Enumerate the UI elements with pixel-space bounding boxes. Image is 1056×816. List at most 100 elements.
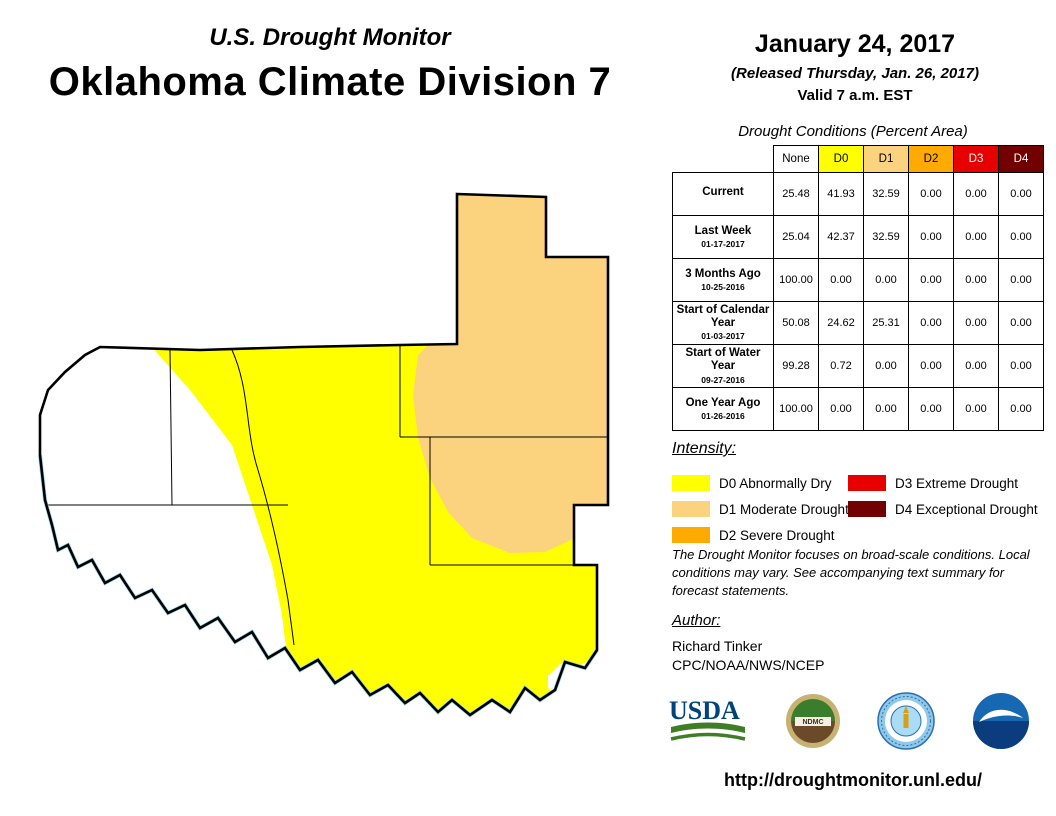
cell-value: 25.48 — [773, 172, 819, 216]
cell-value: 0.00 — [908, 300, 954, 346]
cell-value: 0.00 — [818, 258, 864, 302]
row-label-date: 01-17-2017 — [701, 238, 745, 249]
ndmc-logo-text: NDMC — [802, 719, 823, 726]
usda-fields-icon — [671, 722, 745, 733]
column-header-d4: D4 — [998, 145, 1044, 173]
ndmc-logo: NDMC — [785, 694, 840, 748]
row-label-current: Current — [672, 172, 774, 216]
map-date: January 24, 2017 — [754, 30, 956, 58]
legend-title: Intensity: — [672, 440, 737, 457]
footer-url[interactable]: http://droughtmonitor.unl.edu/ — [724, 770, 982, 790]
row-label-start-calendar-year: Start of Calendar Year 01-03-2017 — [672, 300, 774, 346]
table-row: Current 25.48 41.93 32.59 0.00 0.00 0.00 — [672, 172, 1044, 216]
cell-value: 99.28 — [773, 344, 819, 389]
cell-value: 0.00 — [818, 387, 864, 432]
ndmc-trees-icon — [790, 699, 835, 721]
commerce-torch-icon — [903, 714, 909, 728]
d3-color-swatch — [848, 475, 886, 491]
table-row: One Year Ago 01-26-2016 100.00 0.00 0.00… — [672, 387, 1044, 432]
column-header-d3: D3 — [953, 145, 999, 173]
d4-color-swatch — [848, 501, 886, 517]
column-header-d1: D1 — [863, 145, 909, 173]
cell-value: 0.00 — [908, 387, 954, 432]
division-outline — [38, 192, 610, 717]
legend-item-d2: D2 Severe Drought — [672, 522, 848, 548]
legend-label: D0 Abnormally Dry — [719, 475, 832, 491]
table-header-row: None D0 D1 D2 D3 D4 — [672, 145, 1044, 173]
noaa-gull-icon — [978, 709, 1023, 722]
conditions-table: None D0 D1 D2 D3 D4 Current 25.48 41.93 … — [672, 145, 1044, 432]
cell-value: 0.00 — [908, 215, 954, 259]
cell-value: 100.00 — [773, 258, 819, 302]
row-label-date: 10-25-2016 — [701, 281, 745, 292]
title-block: U.S. Drought Monitor Oklahoma Climate Di… — [0, 24, 660, 105]
row-label-text: Current — [702, 186, 744, 199]
legend-label: D4 Exceptional Drought — [895, 501, 1038, 517]
cell-value: 0.00 — [998, 258, 1044, 302]
ndmc-banner-icon — [794, 717, 831, 726]
table-corner-cell — [672, 145, 774, 173]
cell-value: 0.00 — [998, 172, 1044, 216]
cell-value: 0.00 — [908, 172, 954, 216]
commerce-flame-icon — [903, 706, 910, 713]
released-date: (Released Thursday, Jan. 26, 2017) — [731, 65, 979, 82]
cell-value: 0.00 — [953, 172, 999, 216]
cell-value: 0.00 — [998, 344, 1044, 389]
row-label-text: One Year Ago — [685, 396, 761, 409]
agency-logos: USDA NDMC — [666, 692, 1030, 750]
cell-value: 0.00 — [953, 344, 999, 389]
legend-item-d4: D4 Exceptional Drought — [848, 496, 1056, 522]
row-label-text: Start of Calendar Year — [676, 304, 770, 330]
cell-value: 25.04 — [773, 215, 819, 259]
legend-label: D3 Extreme Drought — [895, 475, 1019, 491]
row-label-date: 09-27-2016 — [701, 374, 745, 385]
noaa-logo — [972, 693, 1029, 749]
county-boundaries — [48, 345, 608, 646]
drought-map — [38, 192, 610, 718]
table-row: Start of Water Year 09-27-2016 99.28 0.7… — [672, 344, 1044, 389]
row-label-date: 01-26-2016 — [701, 411, 745, 422]
page-title: Oklahoma Climate Division 7 — [48, 60, 612, 104]
legend-item-d3: D3 Extreme Drought — [848, 470, 1056, 496]
d2-color-swatch — [672, 527, 710, 543]
cell-value: 0.00 — [863, 387, 909, 432]
column-header-d0: D0 — [818, 145, 864, 173]
author-org: CPC/NOAA/NWS/NCEP — [672, 657, 825, 673]
row-label-3-months-ago: 3 Months Ago 10-25-2016 — [672, 258, 774, 302]
cell-value: 0.00 — [863, 258, 909, 302]
d1-color-swatch — [672, 501, 710, 517]
intensity-legend: Intensity: D0 Abnormally Dry D3 Extreme … — [672, 440, 1056, 548]
column-header-d2: D2 — [908, 145, 954, 173]
table-row: Start of Calendar Year 01-03-2017 50.08 … — [672, 300, 1044, 346]
table-row: 3 Months Ago 10-25-2016 100.00 0.00 0.00… — [672, 258, 1044, 302]
usda-logo-text: USDA — [669, 696, 740, 725]
row-label-last-week: Last Week 01-17-2017 — [672, 215, 774, 259]
cell-value: 25.31 — [863, 300, 909, 346]
cell-value: 0.00 — [863, 344, 909, 389]
usda-fields-arc-icon — [670, 732, 746, 741]
author-name: Richard Tinker — [672, 638, 763, 654]
row-label-start-water-year: Start of Water Year 09-27-2016 — [672, 344, 774, 389]
disclaimer-text: The Drought Monitor focuses on broad-sca… — [672, 547, 1030, 598]
cell-value: 41.93 — [818, 172, 864, 216]
monitor-title: U.S. Drought Monitor — [209, 24, 451, 51]
row-label-text: 3 Months Ago — [685, 267, 761, 280]
commerce-seal-logo — [877, 692, 936, 750]
column-header-none: None — [773, 145, 819, 173]
author-block: Author: Richard Tinker CPC/NOAA/NWS/NCEP — [672, 612, 972, 673]
table-title: Drought Conditions (Percent Area) — [738, 123, 968, 140]
cell-value: 0.00 — [953, 387, 999, 432]
valid-time: Valid 7 a.m. EST — [797, 87, 913, 104]
conditions-table-wrap: None D0 D1 D2 D3 D4 Current 25.48 41.93 … — [672, 145, 1044, 432]
cell-value: 32.59 — [863, 172, 909, 216]
table-row: Last Week 01-17-2017 25.04 42.37 32.59 0… — [672, 215, 1044, 259]
cell-value: 24.62 — [818, 300, 864, 346]
row-label-one-year-ago: One Year Ago 01-26-2016 — [672, 387, 774, 432]
cell-value: 100.00 — [773, 387, 819, 432]
commerce-dotted-ring-icon — [881, 696, 932, 746]
legend-label: D2 Severe Drought — [719, 527, 835, 543]
cell-value: 0.00 — [998, 387, 1044, 432]
cell-value: 0.00 — [998, 300, 1044, 346]
cell-value: 0.00 — [953, 300, 999, 346]
